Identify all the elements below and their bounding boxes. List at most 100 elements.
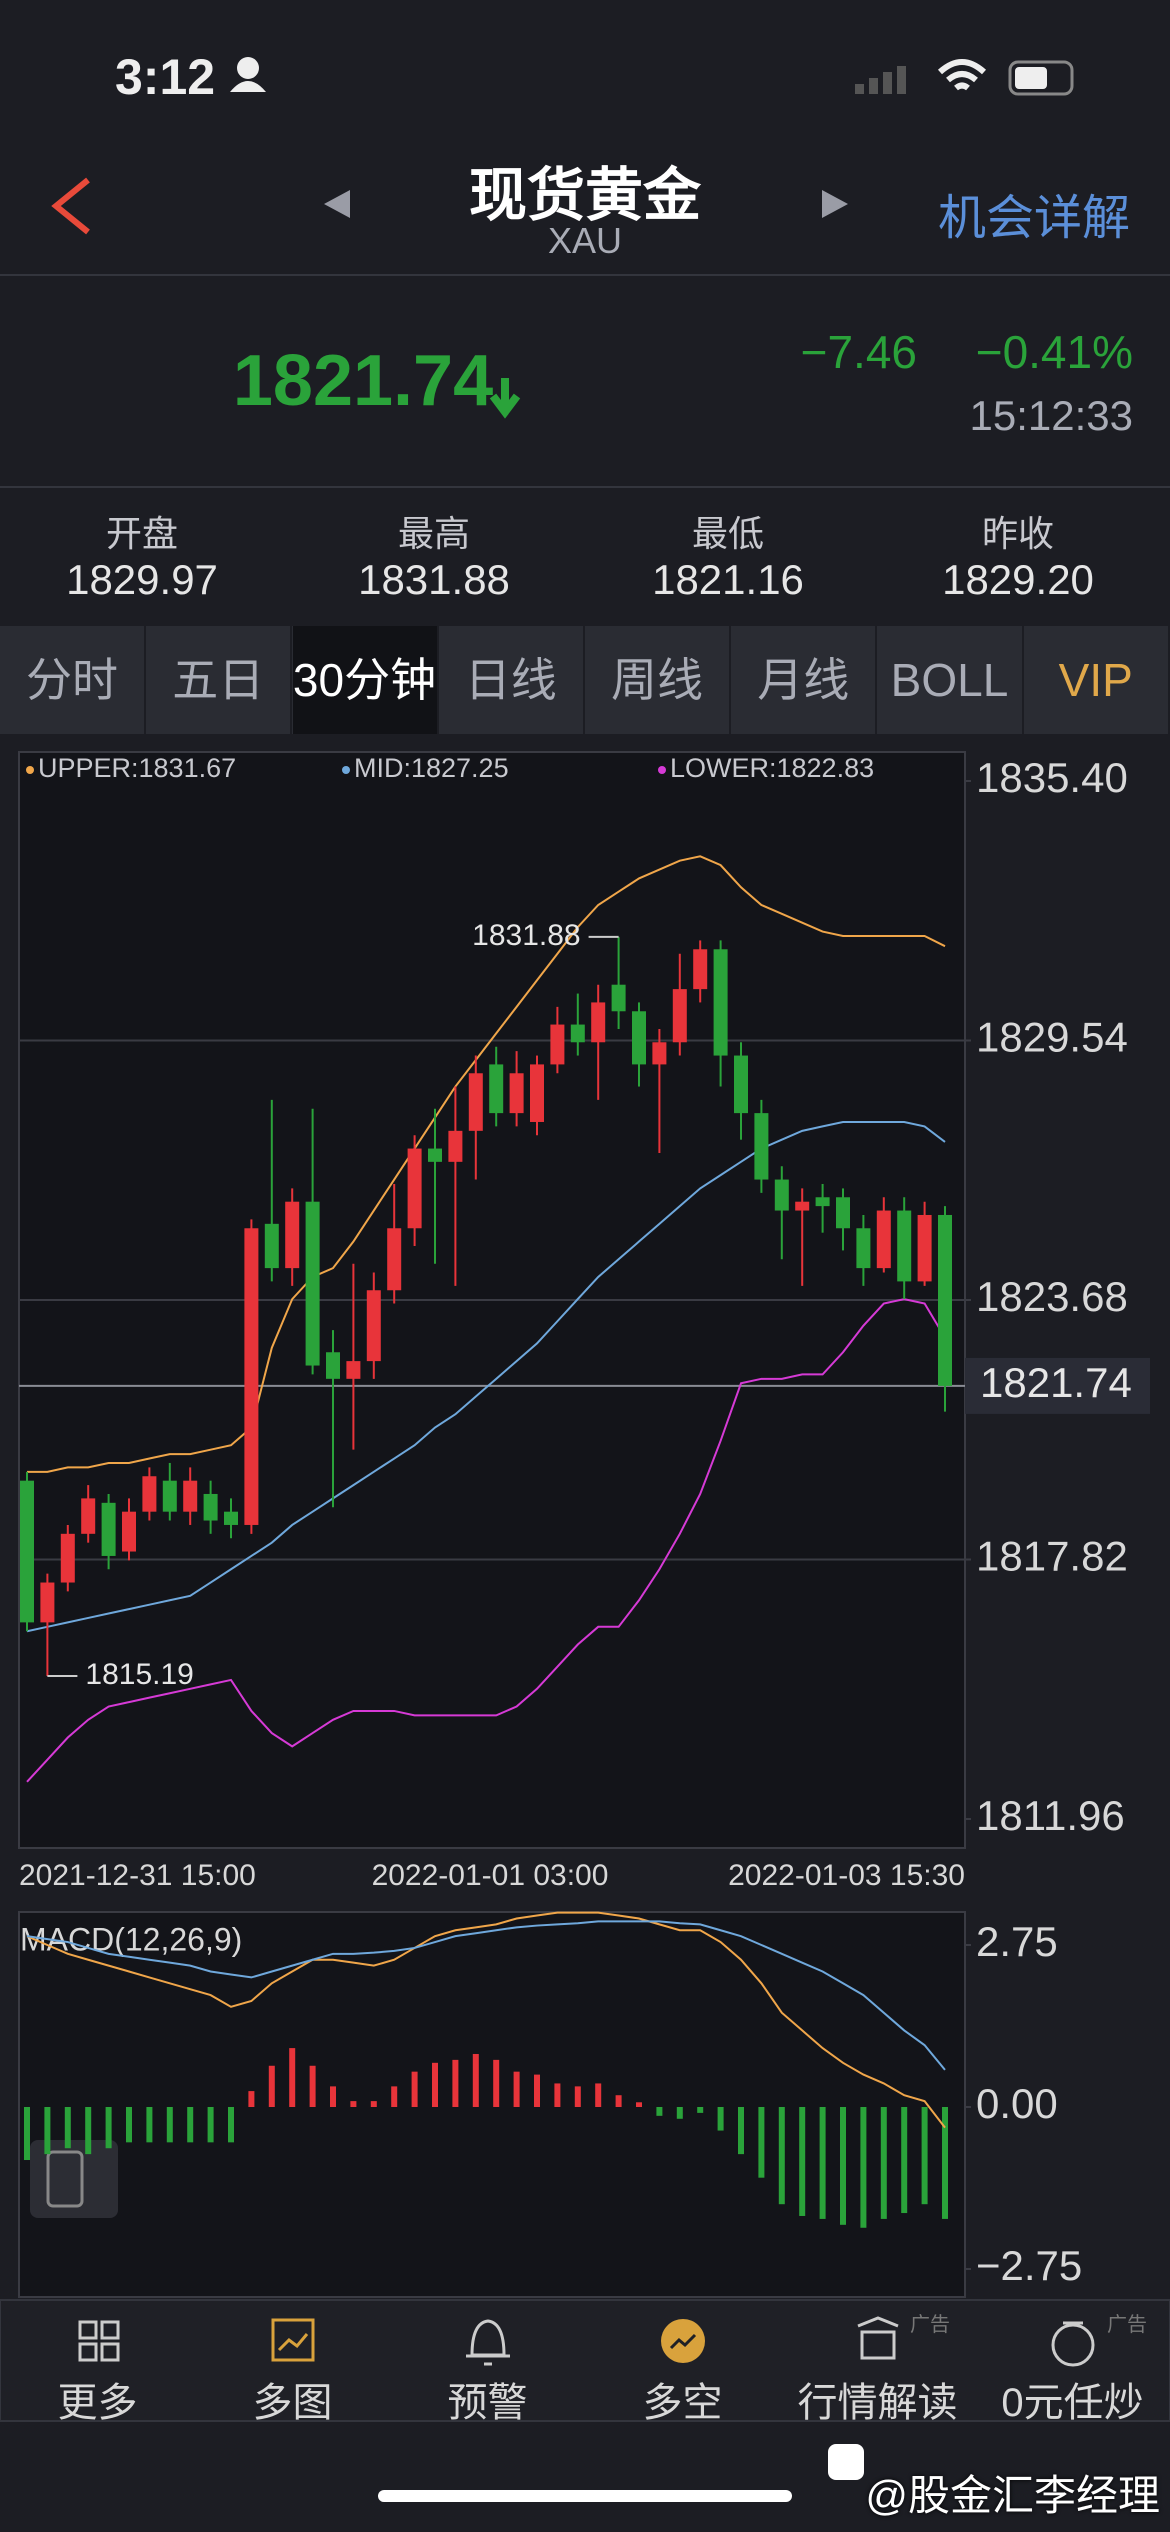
candle-body bbox=[142, 1476, 157, 1512]
stat-label: 昨收 bbox=[981, 513, 1055, 554]
candle-body bbox=[897, 1210, 912, 1282]
toolbar-item[interactable]: 更多 bbox=[0, 2300, 195, 2425]
quote-time: 15:12:33 bbox=[969, 392, 1134, 439]
candle-body bbox=[611, 984, 626, 1012]
x-tick-label: 2021-12-31 15:00 bbox=[19, 1859, 256, 1892]
macd-bar bbox=[289, 2048, 296, 2107]
y-tick-label: 0.00 bbox=[976, 2080, 1058, 2127]
macd-bar bbox=[799, 2107, 806, 2216]
macd-bar bbox=[44, 2107, 51, 2155]
macd-bar bbox=[166, 2107, 173, 2143]
macd-bar bbox=[595, 2083, 602, 2107]
macd-bar bbox=[738, 2107, 744, 2155]
current-price-tag bbox=[965, 1357, 1150, 1414]
candle-body bbox=[162, 1480, 177, 1512]
candle-body bbox=[366, 1290, 381, 1362]
toolbar-item[interactable]: 多图 bbox=[195, 2300, 390, 2425]
tab[interactable]: 周线 bbox=[585, 626, 731, 734]
candle-body bbox=[632, 1011, 646, 1065]
candle-body bbox=[713, 949, 728, 1056]
quote-change: −7.46 bbox=[800, 326, 917, 378]
candle-body bbox=[407, 1148, 422, 1229]
macd-bar bbox=[819, 2107, 826, 2219]
macd-bar bbox=[105, 2107, 112, 2149]
tab[interactable]: VIP bbox=[1024, 626, 1170, 734]
quote-price: 1821.74 bbox=[232, 341, 494, 421]
legend-label: MID:1827.25 bbox=[354, 753, 509, 783]
legend-dot bbox=[342, 766, 350, 774]
macd-bar bbox=[778, 2107, 785, 2205]
macd-bar bbox=[656, 2107, 663, 2116]
candle-body bbox=[428, 1148, 442, 1162]
candle-body bbox=[101, 1502, 116, 1556]
macd-bar bbox=[717, 2107, 724, 2131]
candle-body bbox=[672, 989, 687, 1043]
toolbar-item[interactable]: 多空 bbox=[585, 2300, 780, 2425]
tab[interactable]: 五日 bbox=[146, 626, 293, 734]
candle-body bbox=[876, 1210, 891, 1269]
toolbar-label: 多空 bbox=[642, 2381, 723, 2425]
stat-label: 开盘 bbox=[105, 513, 179, 554]
macd-bar bbox=[350, 2101, 357, 2107]
detail-link[interactable]: 机会详解 bbox=[937, 192, 1130, 245]
candle-body bbox=[917, 1214, 932, 1282]
band-line bbox=[27, 855, 946, 1473]
tab[interactable]: 30分钟 bbox=[292, 626, 439, 734]
current-price-label: 1821.74 bbox=[980, 1359, 1132, 1406]
macd-bar bbox=[942, 2107, 948, 2219]
tab[interactable]: 日线 bbox=[439, 626, 585, 734]
macd-bar bbox=[493, 2059, 500, 2107]
y-tick-label: 1823.68 bbox=[976, 1273, 1128, 1320]
macd-bar bbox=[411, 2071, 418, 2107]
macd-bar bbox=[840, 2107, 846, 2225]
candle-body bbox=[305, 1201, 320, 1366]
candle-body bbox=[468, 1073, 483, 1131]
candle-body bbox=[244, 1228, 259, 1525]
macd-bar bbox=[472, 2053, 479, 2107]
candle-body bbox=[224, 1511, 238, 1525]
tab[interactable]: BOLL bbox=[878, 626, 1024, 734]
stat-value: 1821.16 bbox=[652, 556, 804, 603]
y-tick-label: 2.75 bbox=[976, 1918, 1058, 1965]
candle-body bbox=[81, 1498, 96, 1534]
macd-bar bbox=[758, 2107, 765, 2178]
candle-body bbox=[285, 1201, 300, 1269]
stat-label: 最高 bbox=[397, 513, 471, 554]
candle-body bbox=[326, 1352, 340, 1379]
macd-bar bbox=[880, 2107, 887, 2219]
candle-body bbox=[346, 1361, 361, 1379]
tab[interactable]: 月线 bbox=[731, 626, 878, 734]
legend-dot bbox=[658, 766, 666, 774]
toolbar-item[interactable]: 预警 bbox=[390, 2300, 585, 2425]
candle-body bbox=[754, 1113, 769, 1180]
symbol: XAU bbox=[547, 220, 623, 261]
toolbar-item[interactable]: 0元任炒 bbox=[975, 2300, 1170, 2425]
candle-body bbox=[815, 1197, 830, 1207]
macd-bar bbox=[24, 2107, 30, 2161]
macd-bar bbox=[207, 2107, 214, 2143]
macd-bar bbox=[615, 2095, 622, 2107]
macd-bar bbox=[228, 2107, 234, 2143]
toolbar-item[interactable]: 行情解读 bbox=[780, 2300, 975, 2425]
band-line bbox=[26, 1298, 946, 1783]
macd-bar bbox=[574, 2086, 581, 2107]
candle-body bbox=[387, 1228, 402, 1291]
stat-value: 1829.20 bbox=[942, 556, 1094, 603]
tab[interactable]: 分时 bbox=[0, 626, 146, 734]
candle-body bbox=[20, 1480, 34, 1623]
macd-bar bbox=[187, 2107, 194, 2143]
low-label: 1815.19 bbox=[85, 1658, 193, 1691]
macd-bar bbox=[636, 2102, 642, 2107]
toolbar-label: 行情解读 bbox=[797, 2381, 958, 2425]
macd-bar bbox=[391, 2086, 398, 2107]
macd-bar bbox=[248, 2091, 255, 2107]
y-tick-label: 1829.54 bbox=[976, 1014, 1128, 1061]
stat-label: 最低 bbox=[691, 513, 765, 554]
x-tick-label: 2022-01-01 03:00 bbox=[372, 1859, 609, 1892]
legend-label: UPPER:1831.67 bbox=[38, 753, 236, 783]
y-tick-label: 1835.40 bbox=[976, 754, 1128, 801]
macd-bar bbox=[676, 2107, 683, 2119]
candle-body bbox=[122, 1511, 136, 1552]
macd-bar bbox=[126, 2107, 132, 2143]
y-tick-label: 1811.96 bbox=[976, 1792, 1125, 1839]
